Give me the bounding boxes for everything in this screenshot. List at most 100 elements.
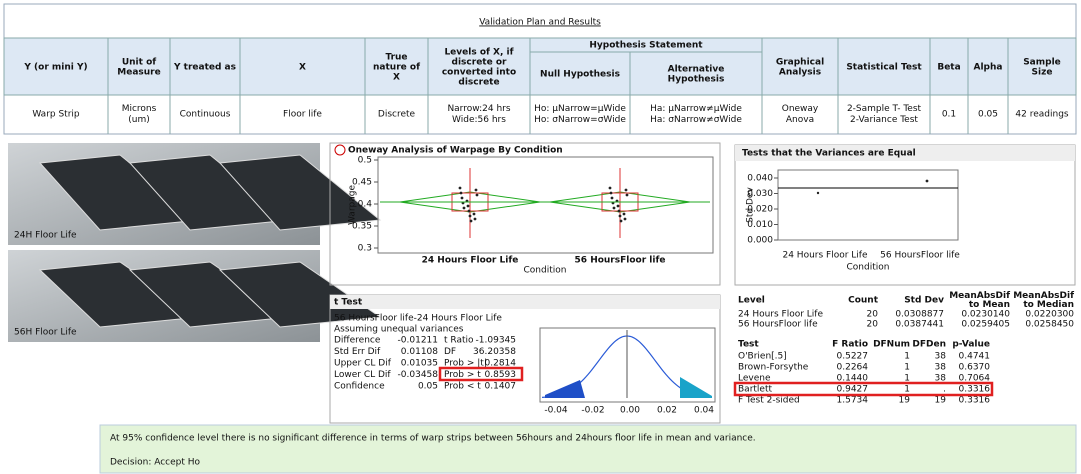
column-header: Measure [117,68,160,78]
x-tick-label: 0.00 [620,406,640,416]
column-header: Graphical [776,58,824,68]
table-cell: Ho: σNarrow=σWide [534,115,626,125]
stat-cell: 0.0220300 [1025,310,1074,320]
column-header: discrete [458,78,499,88]
column-header: Levels of X, if [444,48,513,58]
column-header: F Ratio [832,340,868,350]
decision-text: Decision: Accept Ho [110,458,201,468]
table-cell: Discrete [378,110,416,120]
column-header: Hypothesis [668,75,725,85]
stat-cell: 0.01035 [401,359,438,369]
x-tick-label: -0.04 [544,406,568,416]
column-header: Alternative [668,65,725,75]
column-header: X [299,63,306,73]
column-header: DFNum [873,340,910,350]
column-header: Y treated as [173,63,236,73]
table-cell: 2-Sample T- Test [847,104,922,114]
stat-cell: Prob < t [444,382,481,392]
y-axis-label: Std Dev [746,187,756,223]
point [817,192,819,194]
stat-cell: 0.0230140 [961,310,1010,320]
collapse-icon [335,145,345,155]
column-header: True [385,53,407,63]
table-cell: Narrow:24 hrs [447,104,510,114]
stat-cell: 0.6370 [959,363,991,373]
column-header: Level [738,296,765,306]
column-header: Size [1032,68,1053,78]
y-tick-label: 0.000 [747,236,773,246]
stat-cell: Confidence [334,382,385,392]
stat-cell: -0.01211 [398,336,438,346]
table-cell: Oneway [782,104,819,114]
x-tick-label: 0.02 [657,406,677,416]
stat-cell: Std Err Dif [334,347,381,357]
column-header: nature of [373,63,420,73]
stat-cell: 0.4741 [959,352,991,362]
point [460,192,463,195]
stat-cell: 0.9427 [837,385,869,395]
point [625,189,628,192]
point [463,207,466,210]
stat-cell: -1.09345 [476,336,516,346]
table-cell: Floor life [283,110,322,120]
tail [680,377,712,398]
table-cell: 2-Variance Test [850,115,918,125]
column-header: DFDen [912,340,946,350]
stat-cell: 0.0259405 [961,320,1010,330]
stat-cell: 19 [935,396,947,406]
column-header: p-Value [952,340,990,350]
box [330,295,720,309]
stat-cell: 0.2264 [837,363,869,373]
y-tick-label: 0.5 [358,156,372,166]
stat-cell: 20 [867,320,879,330]
column-header: Std Dev [904,296,944,306]
stat-cell: 0.3316 [959,396,991,406]
stat-cell: 0.05 [418,382,438,392]
column-header: to Mean [969,300,1010,310]
photo-label: 56H Floor Life [14,328,77,338]
table-cell: Wide:56 hrs [452,115,506,125]
point [618,210,621,213]
x-tick-label: 56 HoursFloor life [880,251,960,261]
table-cell: Anova [786,115,814,125]
column-header: Alpha [974,63,1003,73]
stat-cell: 38 [935,363,947,373]
tail [545,380,585,398]
table-cell: (um) [128,115,150,125]
stat-cell: 36.20358 [473,347,516,357]
panel [735,145,1075,285]
x-tick-label: 24 Hours Floor Life [422,256,519,266]
point [617,205,620,208]
box [778,170,958,240]
stat-cell: . [943,385,946,395]
column-header: Count [848,296,879,306]
stat-cell: Upper CL Dif [334,359,392,369]
box [378,157,713,253]
stat-cell: 0.8593 [485,370,517,380]
column-header: Null Hypothesis [540,70,620,80]
column-header: to Median [1023,300,1074,310]
point [609,187,612,190]
stat-cell: 19 [899,396,911,406]
column-header: X [393,73,400,83]
panel-title: Tests that the Variances are Equal [742,149,916,159]
stat-cell: F Test 2-sided [738,396,800,406]
stat-cell: t Ratio [444,336,474,346]
table-cell: Ha: μNarrow≠μWide [650,104,742,114]
table-cell: 42 readings [1015,110,1068,120]
table-cell: Ho: μNarrow=μWide [534,104,626,114]
y-tick-label: 0.3 [358,244,372,254]
stat-cell: 0.0308877 [895,310,944,320]
stat-cell: 1 [904,352,910,362]
point [620,220,623,223]
group-header: Hypothesis Statement [589,41,703,51]
stat-cell: Bartlett [738,385,772,395]
column-header: Unit of [122,58,156,68]
stat-cell: 0.0258450 [1025,320,1074,330]
x-tick-label: 56 HoursFloor life [575,256,666,266]
stat-cell: 56 HoursFloor life [738,320,818,330]
stat-cell: O'Brien[.5] [738,352,787,362]
point [474,218,477,221]
table-cell: Microns [122,104,157,114]
point [470,220,473,223]
